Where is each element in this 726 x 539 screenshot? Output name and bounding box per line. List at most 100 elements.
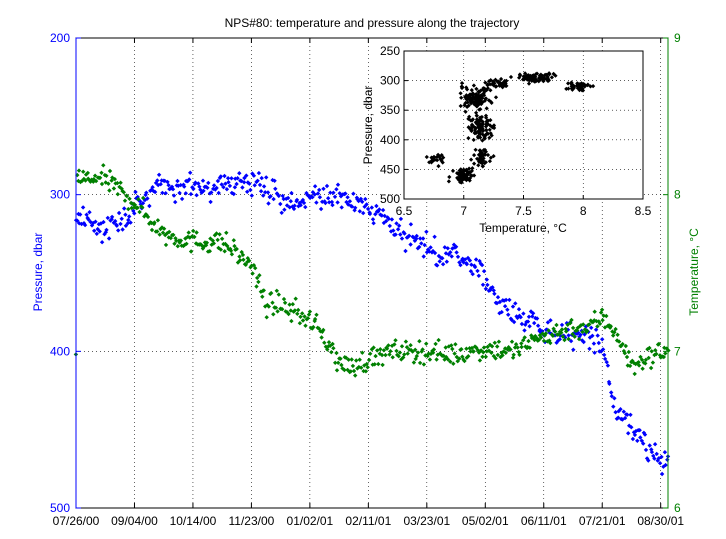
pressure-point xyxy=(568,338,574,344)
inset-point xyxy=(580,88,586,93)
inset-point xyxy=(477,99,482,104)
temperature-point xyxy=(384,346,390,351)
inset-point xyxy=(472,173,477,178)
pressure-point xyxy=(422,242,427,248)
temperature-point xyxy=(215,237,220,243)
temperature-point xyxy=(414,353,419,359)
inset-point xyxy=(487,135,492,140)
inset-point xyxy=(457,168,462,173)
temperature-point xyxy=(622,351,627,356)
temperature-point xyxy=(394,348,399,354)
pressure-point xyxy=(276,193,281,199)
pressure-point xyxy=(271,196,276,202)
pressure-point xyxy=(432,234,437,239)
pressure-point xyxy=(252,183,257,188)
temperature-point xyxy=(276,292,281,297)
temperature-point xyxy=(152,220,157,225)
temperature-point xyxy=(615,332,620,337)
temperature-point xyxy=(546,328,551,333)
pressure-point xyxy=(514,314,519,319)
temperature-point xyxy=(224,230,229,235)
main-x-tick-label: 11/23/00 xyxy=(228,514,274,528)
pressure-point xyxy=(527,324,532,329)
temperature-point xyxy=(322,340,327,345)
pressure-point xyxy=(618,407,623,412)
inset-point xyxy=(476,134,481,139)
inset-point xyxy=(525,77,530,82)
pressure-point xyxy=(349,204,355,209)
temperature-point xyxy=(271,312,276,317)
pressure-point xyxy=(440,262,446,267)
pressure-point xyxy=(317,195,323,200)
pressure-point xyxy=(629,425,634,430)
pressure-point xyxy=(219,182,224,187)
temperature-point xyxy=(648,365,654,371)
inset-point xyxy=(483,96,489,101)
temperature-point xyxy=(656,341,662,347)
inset-x-tick-label: 7 xyxy=(460,204,467,218)
pressure-point xyxy=(643,447,649,453)
inset-point xyxy=(485,121,490,127)
pressure-point xyxy=(214,185,219,191)
inset-point xyxy=(474,96,480,101)
temperature-point xyxy=(172,241,177,246)
pressure-point xyxy=(637,428,642,433)
pressure-point xyxy=(428,245,433,250)
inset-point xyxy=(526,81,532,86)
pressure-point xyxy=(158,182,163,187)
temperature-point xyxy=(200,246,206,251)
temperature-point xyxy=(554,322,559,328)
pressure-point xyxy=(377,207,382,212)
inset-point xyxy=(536,79,541,84)
pressure-tick-label: 300 xyxy=(50,188,70,202)
temperature-point xyxy=(329,350,334,355)
inset-point xyxy=(480,138,485,143)
temperature-point xyxy=(625,363,630,368)
pressure-point xyxy=(557,337,562,342)
inset-point xyxy=(476,152,481,157)
pressure-point xyxy=(455,254,461,259)
pressure-axis: 200 300 400 500 xyxy=(50,31,81,515)
temperature-point xyxy=(305,316,311,321)
pressure-point xyxy=(177,190,182,196)
temperature-point xyxy=(228,248,234,253)
pressure-point xyxy=(106,236,112,241)
pressure-point xyxy=(298,203,303,208)
pressure-point xyxy=(628,412,633,417)
temperature-point xyxy=(427,357,433,362)
temperature-point xyxy=(397,350,403,355)
pressure-point xyxy=(657,461,663,466)
pressure-point xyxy=(123,212,128,217)
temperature-point xyxy=(623,343,628,349)
temperature-point xyxy=(260,294,265,299)
temperature-point xyxy=(353,373,358,378)
temperature-point xyxy=(373,353,378,359)
pressure-point xyxy=(602,356,608,362)
inset-point xyxy=(542,73,547,78)
inset-point xyxy=(473,120,478,125)
pressure-point xyxy=(454,250,459,255)
temperature-point xyxy=(601,313,606,318)
pressure-point xyxy=(435,263,440,268)
pressure-point xyxy=(511,319,517,325)
temperature-point xyxy=(204,240,210,245)
pressure-point xyxy=(241,180,247,185)
temperature-point xyxy=(175,244,180,249)
pressure-point xyxy=(156,172,162,177)
temperature-tick-label: 9 xyxy=(674,31,681,45)
temperature-point xyxy=(604,313,609,319)
pressure-point xyxy=(86,217,91,222)
temperature-point xyxy=(525,344,530,350)
inset-point xyxy=(478,160,483,165)
pressure-point xyxy=(326,196,331,201)
pressure-point xyxy=(559,322,565,328)
temperature-point xyxy=(462,358,467,364)
temperature-point xyxy=(314,312,319,317)
inset-point xyxy=(473,147,478,152)
pressure-point xyxy=(408,242,413,247)
temperature-point xyxy=(81,176,87,182)
pressure-point xyxy=(480,282,486,287)
temperature-point xyxy=(654,351,659,357)
temperature-point xyxy=(448,359,453,364)
pressure-point xyxy=(655,458,660,463)
